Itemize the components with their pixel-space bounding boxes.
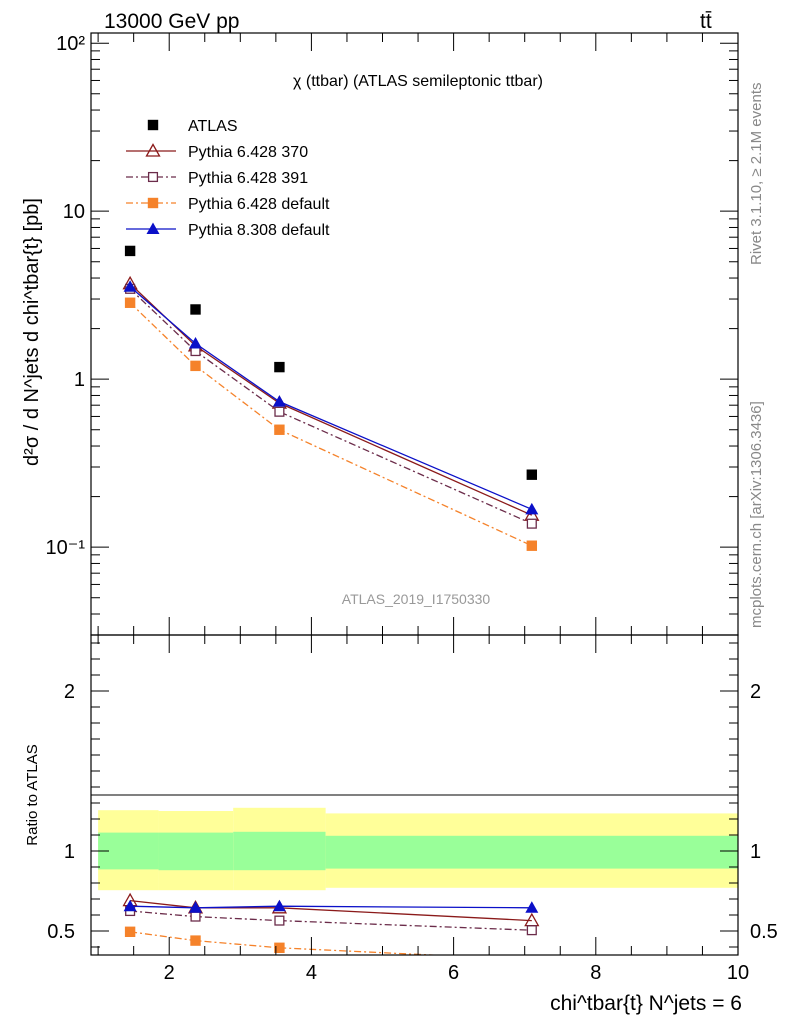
ratio-point-pythia-8-308-default: [272, 899, 286, 912]
legend-marker: [147, 171, 159, 183]
x-tick-label: 2: [164, 962, 175, 984]
ratio-series-pythia-6-428-default: [124, 926, 445, 955]
ratio-y-tick-label-left: 2: [64, 681, 75, 703]
ratio-y-tick-label-right: 1: [750, 841, 761, 863]
legend-marker: [147, 197, 159, 209]
main-point-pythia-6-428-default: [526, 540, 538, 551]
main-point-atlas: [274, 361, 285, 373]
ratio-series-layer: [122, 892, 540, 955]
main-point-pythia-8-308-default: [189, 337, 203, 349]
ratio-point-pythia-8-308-default: [525, 901, 539, 913]
main-panel: 10⁻¹ 1 10 10² χ (ttbar) (ATLAS semileptonic…: [21, 32, 739, 636]
x-tick-label: 10: [727, 962, 749, 984]
rivet-version-label: Rivet 3.1.10, ≥ 2.1M events: [748, 83, 765, 266]
main-point-pythia-8-308-default: [525, 502, 539, 515]
ratio-point-pythia-6-428-391: [274, 915, 285, 926]
ratio-y-tick-label-right: 0.5: [750, 921, 778, 943]
legend-entry-pythia-6-428-391: Pythia 6.428 391: [126, 170, 308, 187]
main-line-pythia-6-428-391: [129, 288, 533, 525]
main-y-axis-label: d²σ / d N^jets d chi^tbar{t} [pb]: [21, 198, 43, 466]
ratio-series-pythia-8-308-default: [123, 899, 539, 913]
ratio-point-pythia-6-428-default: [124, 926, 136, 937]
ratio-inner-band: [158, 832, 234, 871]
ratio-line-pythia-8-308-default: [130, 905, 532, 909]
main-y-tick-label: 10²: [56, 33, 85, 55]
ratio-plot-frame: [90, 634, 739, 956]
ratio-line-pythia-6-428-370: [130, 899, 532, 922]
main-line-pythia-8-308-default: [129, 286, 533, 510]
ratio-point-pythia-6-428-391: [190, 911, 201, 922]
main-point-pythia-8-308-default: [123, 280, 137, 292]
main-point-pythia-8-308-default: [272, 395, 286, 407]
ratio-inner-band: [325, 835, 738, 869]
ratio-y-tick-label-left: 0.5: [47, 921, 75, 943]
main-point-pythia-6-428-default: [274, 424, 285, 435]
main-point-atlas: [526, 469, 538, 480]
ratio-point-pythia-6-428-391: [526, 925, 537, 936]
mcplots-label: mcplots.cern.ch [arXiv:1306.3436]: [748, 401, 765, 628]
legend-label: ATLAS: [188, 118, 238, 135]
legend-entry-atlas: ATLAS: [147, 118, 238, 135]
main-point-atlas: [190, 304, 201, 315]
main-line-pythia-6-428-370: [129, 283, 533, 516]
ratio-y-tick-label-right: 2: [750, 681, 761, 703]
main-series-pythia-6-428-391: [125, 283, 537, 529]
ratio-point-pythia-8-308-default: [189, 901, 203, 913]
main-plot-title: χ (ttbar) (ATLAS semileptonic ttbar): [293, 73, 543, 90]
main-series-pythia-6-428-default: [124, 297, 538, 551]
ratio-inner-band: [233, 831, 326, 871]
legend-entry-pythia-6-428-default: Pythia 6.428 default: [126, 196, 330, 213]
ratio-axis-ticks: 0.5 0.5 1 1 2 2 2 4 6 8 10: [47, 635, 778, 984]
main-y-tick-label: 10: [63, 201, 85, 223]
legend-entry-pythia-6-428-370: Pythia 6.428 370: [126, 143, 308, 161]
ratio-point-pythia-6-428-default: [274, 942, 285, 953]
ratio-point-pythia-6-428-default: [190, 935, 201, 946]
main-y-tick-label: 10⁻¹: [46, 537, 86, 559]
main-point-pythia-6-428-391: [526, 518, 537, 529]
legend-marker: [145, 143, 161, 157]
ratio-line-pythia-6-428-default: [130, 931, 445, 955]
ratio-uncertainty-bands: [98, 807, 738, 891]
x-tick-label: 4: [306, 962, 317, 984]
legend-marker: [147, 119, 159, 131]
main-point-pythia-6-428-default: [190, 360, 201, 372]
legend-label: Pythia 6.428 default: [188, 196, 330, 213]
main-point-pythia-6-428-default: [124, 297, 136, 308]
analysis-watermark: ATLAS_2019_I1750330: [342, 591, 491, 607]
main-y-tick-label: 1: [74, 369, 85, 391]
main-series-pythia-6-428-370: [122, 275, 540, 521]
legend-label: Pythia 8.308 default: [188, 222, 330, 239]
ratio-line-pythia-6-428-391: [130, 910, 532, 931]
main-line-pythia-6-428-default: [129, 302, 533, 547]
legend-label: Pythia 6.428 370: [188, 144, 308, 161]
energy-label: 13000 GeV pp: [104, 10, 239, 33]
main-axis-ticks: 10⁻¹ 1 10 10²: [46, 33, 739, 636]
main-point-pythia-6-428-391: [274, 406, 285, 417]
legend-label: Pythia 6.428 391: [188, 170, 308, 187]
x-axis-label: chi^tbar{t} N^jets = 6: [550, 992, 742, 1015]
main-series-layer: [122, 245, 540, 551]
ratio-panel: 0.5 0.5 1 1 2 2 2 4 6 8 10 Ratio to ATLAS chi^tbar…: [24, 634, 778, 1015]
legend-marker: [146, 222, 160, 234]
ratio-y-tick-label-left: 1: [64, 841, 75, 863]
x-tick-label: 6: [448, 962, 459, 984]
main-series-pythia-8-308-default: [123, 280, 539, 515]
x-tick-label: 8: [590, 962, 601, 984]
legend-entry-pythia-8-308-default: Pythia 8.308 default: [126, 222, 330, 239]
ratio-point-pythia-8-308-default: [123, 899, 137, 912]
legend: ATLAS Pythia 6.428 370 Pythia 6.428 391 Pyt…: [126, 118, 330, 239]
process-label: tt̄: [700, 10, 712, 33]
ratio-y-axis-label: Ratio to ATLAS: [24, 744, 41, 845]
main-point-atlas: [124, 245, 136, 257]
main-series-atlas: [124, 245, 538, 480]
ratio-series-pythia-6-428-370: [122, 892, 540, 927]
